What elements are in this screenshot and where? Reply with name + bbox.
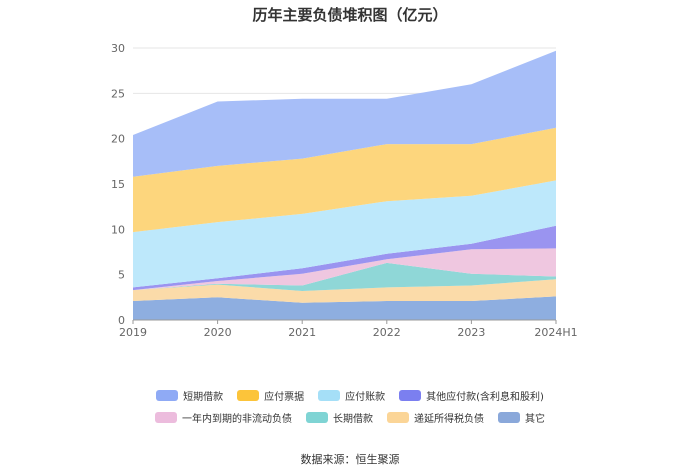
legend-swatch bbox=[237, 390, 260, 401]
legend-item-current-noncurrent[interactable]: 一年内到期的非流动负债 bbox=[155, 410, 292, 425]
y-tick-label: 15 bbox=[111, 178, 125, 191]
legend-label: 应付账款 bbox=[345, 392, 386, 403]
y-tick-label: 30 bbox=[111, 42, 125, 55]
legend-label: 一年内到期的非流动负债 bbox=[182, 414, 292, 425]
legend-row-1: 短期借款 应付票据 应付账款 其他应付款(含利息和股利) bbox=[0, 388, 700, 403]
legend-label: 其它 bbox=[525, 414, 545, 425]
area-series-5 bbox=[133, 180, 556, 288]
y-tick-label: 0 bbox=[118, 314, 125, 327]
legend-row-2: 一年内到期的非流动负债 长期借款 递延所得税负债 其它 bbox=[0, 410, 700, 425]
legend-item-accounts-payable[interactable]: 应付账款 bbox=[318, 388, 385, 403]
x-tick-label: 2021 bbox=[288, 326, 316, 339]
legend-swatch bbox=[306, 412, 328, 423]
legend-label: 其他应付款(含利息和股利) bbox=[426, 392, 544, 403]
x-tick-label: 2020 bbox=[204, 326, 232, 339]
legend-swatch bbox=[498, 412, 520, 423]
area-series-7 bbox=[133, 50, 556, 177]
legend-swatch bbox=[155, 412, 177, 423]
legend-swatch bbox=[318, 390, 341, 401]
data-source: 数据来源：恒生聚源 bbox=[300, 453, 400, 466]
legend-item-long-term-loans[interactable]: 长期借款 bbox=[306, 410, 373, 425]
y-tick-label: 20 bbox=[111, 133, 125, 146]
area-series-2 bbox=[133, 262, 556, 291]
area-series-1 bbox=[133, 279, 556, 303]
y-tick-label: 25 bbox=[111, 87, 125, 100]
legend-item-other[interactable]: 其它 bbox=[498, 410, 545, 425]
area-series-0 bbox=[133, 296, 556, 320]
area-series-4 bbox=[133, 225, 556, 291]
x-tick-label: 2022 bbox=[373, 326, 401, 339]
legend-label: 长期借款 bbox=[333, 414, 373, 425]
x-tick-label: 2023 bbox=[457, 326, 485, 339]
legend-item-other-payables[interactable]: 其他应付款(含利息和股利) bbox=[399, 388, 544, 403]
area-series-6 bbox=[133, 127, 556, 233]
chart-title: 历年主要负债堆积图（亿元） bbox=[252, 6, 448, 24]
legend-swatch bbox=[156, 390, 179, 401]
x-tick-label: 2024H1 bbox=[534, 326, 577, 339]
legend-item-notes-payable[interactable]: 应付票据 bbox=[237, 388, 304, 403]
area-series-3 bbox=[133, 248, 556, 291]
y-tick-label: 10 bbox=[111, 223, 125, 236]
legend-item-deferred-tax[interactable]: 递延所得税负债 bbox=[387, 410, 484, 425]
legend-swatch bbox=[399, 390, 422, 401]
chart-legend: 短期借款 应付票据 应付账款 其他应付款(含利息和股利) 一年内到期的非流动负债… bbox=[0, 388, 700, 432]
legend-swatch bbox=[387, 412, 409, 423]
legend-item-short-term-loans[interactable]: 短期借款 bbox=[156, 388, 223, 403]
legend-label: 短期借款 bbox=[183, 392, 224, 403]
y-tick-label: 5 bbox=[118, 269, 125, 282]
x-tick-label: 2019 bbox=[119, 326, 147, 339]
legend-label: 应付票据 bbox=[264, 392, 305, 403]
legend-label: 递延所得税负债 bbox=[414, 414, 484, 425]
